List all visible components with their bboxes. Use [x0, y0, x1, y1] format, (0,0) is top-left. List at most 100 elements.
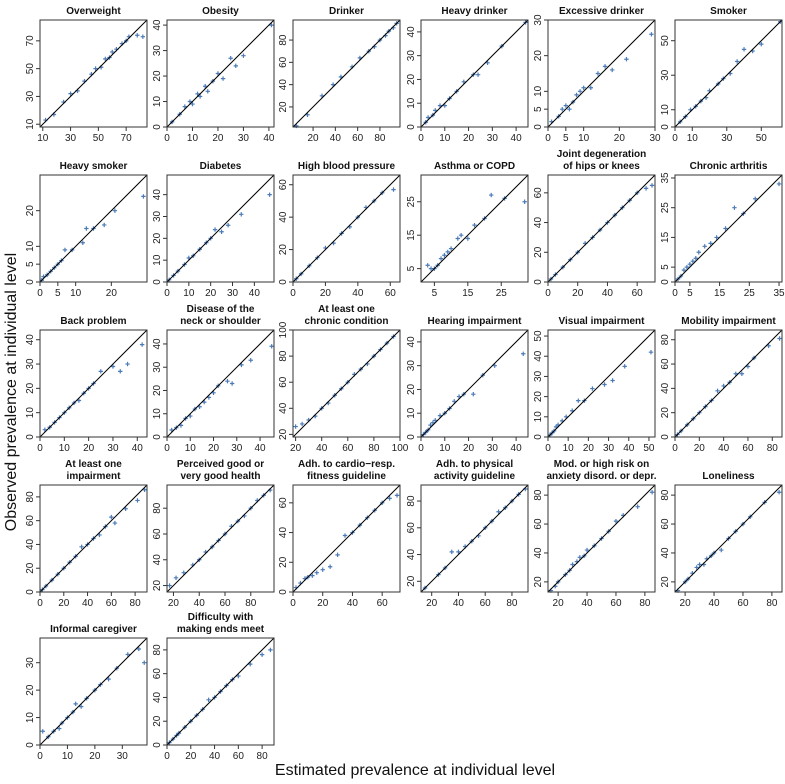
data-point — [590, 386, 595, 391]
panel-title: activity guideline — [434, 471, 516, 482]
panel-title: Mobility impairment — [681, 316, 776, 327]
data-point — [225, 378, 230, 384]
data-point — [563, 103, 569, 108]
panel-title: Overweight — [66, 6, 121, 17]
y-tick-label: 25 — [660, 202, 671, 214]
x-tick-label: 20 — [89, 751, 101, 762]
data-point — [342, 533, 348, 538]
points — [421, 351, 526, 437]
data-point — [248, 358, 253, 363]
x-tick-label: 20 — [426, 598, 438, 609]
y-tick-label: 40 — [533, 547, 544, 559]
y-tick-label: 0 — [25, 279, 36, 285]
points — [548, 490, 655, 593]
data-point — [428, 422, 433, 428]
panel-title: Visual impairment — [559, 316, 646, 327]
points — [549, 32, 654, 124]
data-point — [206, 697, 211, 703]
x-tick-label: 0 — [164, 288, 170, 299]
data-point — [73, 701, 78, 707]
data-point — [391, 187, 396, 192]
x-tick-label: 40 — [581, 598, 593, 609]
y-tick-label: 40 — [406, 336, 417, 348]
x-tick-label: 40 — [718, 443, 730, 454]
x-tick-label: 0 — [545, 443, 551, 454]
data-point — [776, 490, 782, 495]
panel-title: Heavy drinker — [441, 6, 507, 17]
data-point — [123, 506, 128, 511]
data-point — [687, 261, 693, 267]
identity-line — [292, 19, 401, 128]
plot-frame — [420, 484, 529, 593]
x-tick-label: 40 — [602, 288, 614, 299]
y-tick-label: 20 — [533, 50, 544, 62]
x-tick-label: 80 — [374, 133, 386, 144]
x-tick-label: 15 — [462, 288, 474, 299]
x-tick-label: 10 — [187, 133, 199, 144]
data-point — [622, 364, 627, 369]
y-tick-label: 0 — [152, 434, 163, 440]
y-tick-label: 60 — [533, 518, 544, 530]
x-tick-label: 35 — [773, 288, 785, 299]
data-point — [602, 382, 607, 387]
data-point — [574, 92, 579, 98]
data-point — [314, 570, 319, 575]
points — [675, 490, 782, 593]
x-tick-label: 20 — [317, 598, 329, 609]
identity-line — [166, 637, 275, 746]
data-point — [433, 108, 438, 113]
identity-line — [420, 484, 529, 593]
x-tick-label: 20 — [614, 133, 626, 144]
x-tick-label: 40 — [330, 133, 342, 144]
plot-frame — [166, 484, 275, 593]
panel-title: High blood pressure — [298, 161, 396, 172]
y-tick-label: 10 — [25, 118, 36, 130]
data-point — [299, 421, 305, 427]
y-tick-label: 80 — [660, 334, 671, 346]
data-point — [190, 101, 195, 107]
plot-frame — [39, 637, 148, 746]
data-point — [112, 208, 118, 213]
data-point — [320, 567, 325, 572]
y-tick-label: 60 — [152, 528, 163, 540]
x-tick-label: 30 — [603, 443, 615, 454]
y-tick-label: 30 — [533, 370, 544, 382]
panel-title: Chronic arthritis — [690, 161, 768, 172]
y-tick-label: 0 — [278, 589, 289, 595]
y-tick-label: 40 — [278, 402, 289, 414]
x-tick-label: 20 — [320, 288, 332, 299]
x-tick-label: 0 — [672, 443, 678, 454]
points — [293, 334, 396, 429]
x-tick-label: 30 — [227, 288, 239, 299]
data-point — [690, 258, 696, 264]
points — [548, 183, 655, 282]
x-tick-label: 50 — [756, 133, 768, 144]
y-tick-label: 0 — [25, 589, 36, 595]
data-point — [648, 350, 654, 355]
data-point — [136, 646, 141, 652]
x-tick-label: 60 — [737, 598, 749, 609]
data-point — [734, 59, 740, 64]
data-point — [62, 247, 68, 253]
y-tick-label: 0 — [278, 279, 289, 285]
data-point — [139, 342, 145, 347]
y-axis-label: Observed prevalence at individual level — [3, 253, 20, 531]
panel-title: making ends meet — [177, 624, 265, 635]
data-point — [187, 99, 193, 104]
data-point — [461, 79, 466, 85]
data-point — [522, 199, 527, 204]
y-tick-label: 40 — [152, 189, 163, 201]
points — [425, 192, 527, 271]
x-tick-label: 10 — [183, 288, 195, 299]
identity-line — [166, 19, 275, 128]
y-tick-label: 60 — [278, 179, 289, 191]
x-tick-label: 0 — [672, 133, 678, 144]
data-point — [733, 371, 738, 376]
data-point — [696, 250, 701, 255]
x-tick-label: 15 — [714, 288, 726, 299]
points — [675, 336, 782, 437]
data-point — [456, 394, 462, 399]
identity-line — [292, 329, 401, 438]
data-point — [456, 549, 461, 555]
x-tick-label: 0 — [418, 443, 424, 454]
